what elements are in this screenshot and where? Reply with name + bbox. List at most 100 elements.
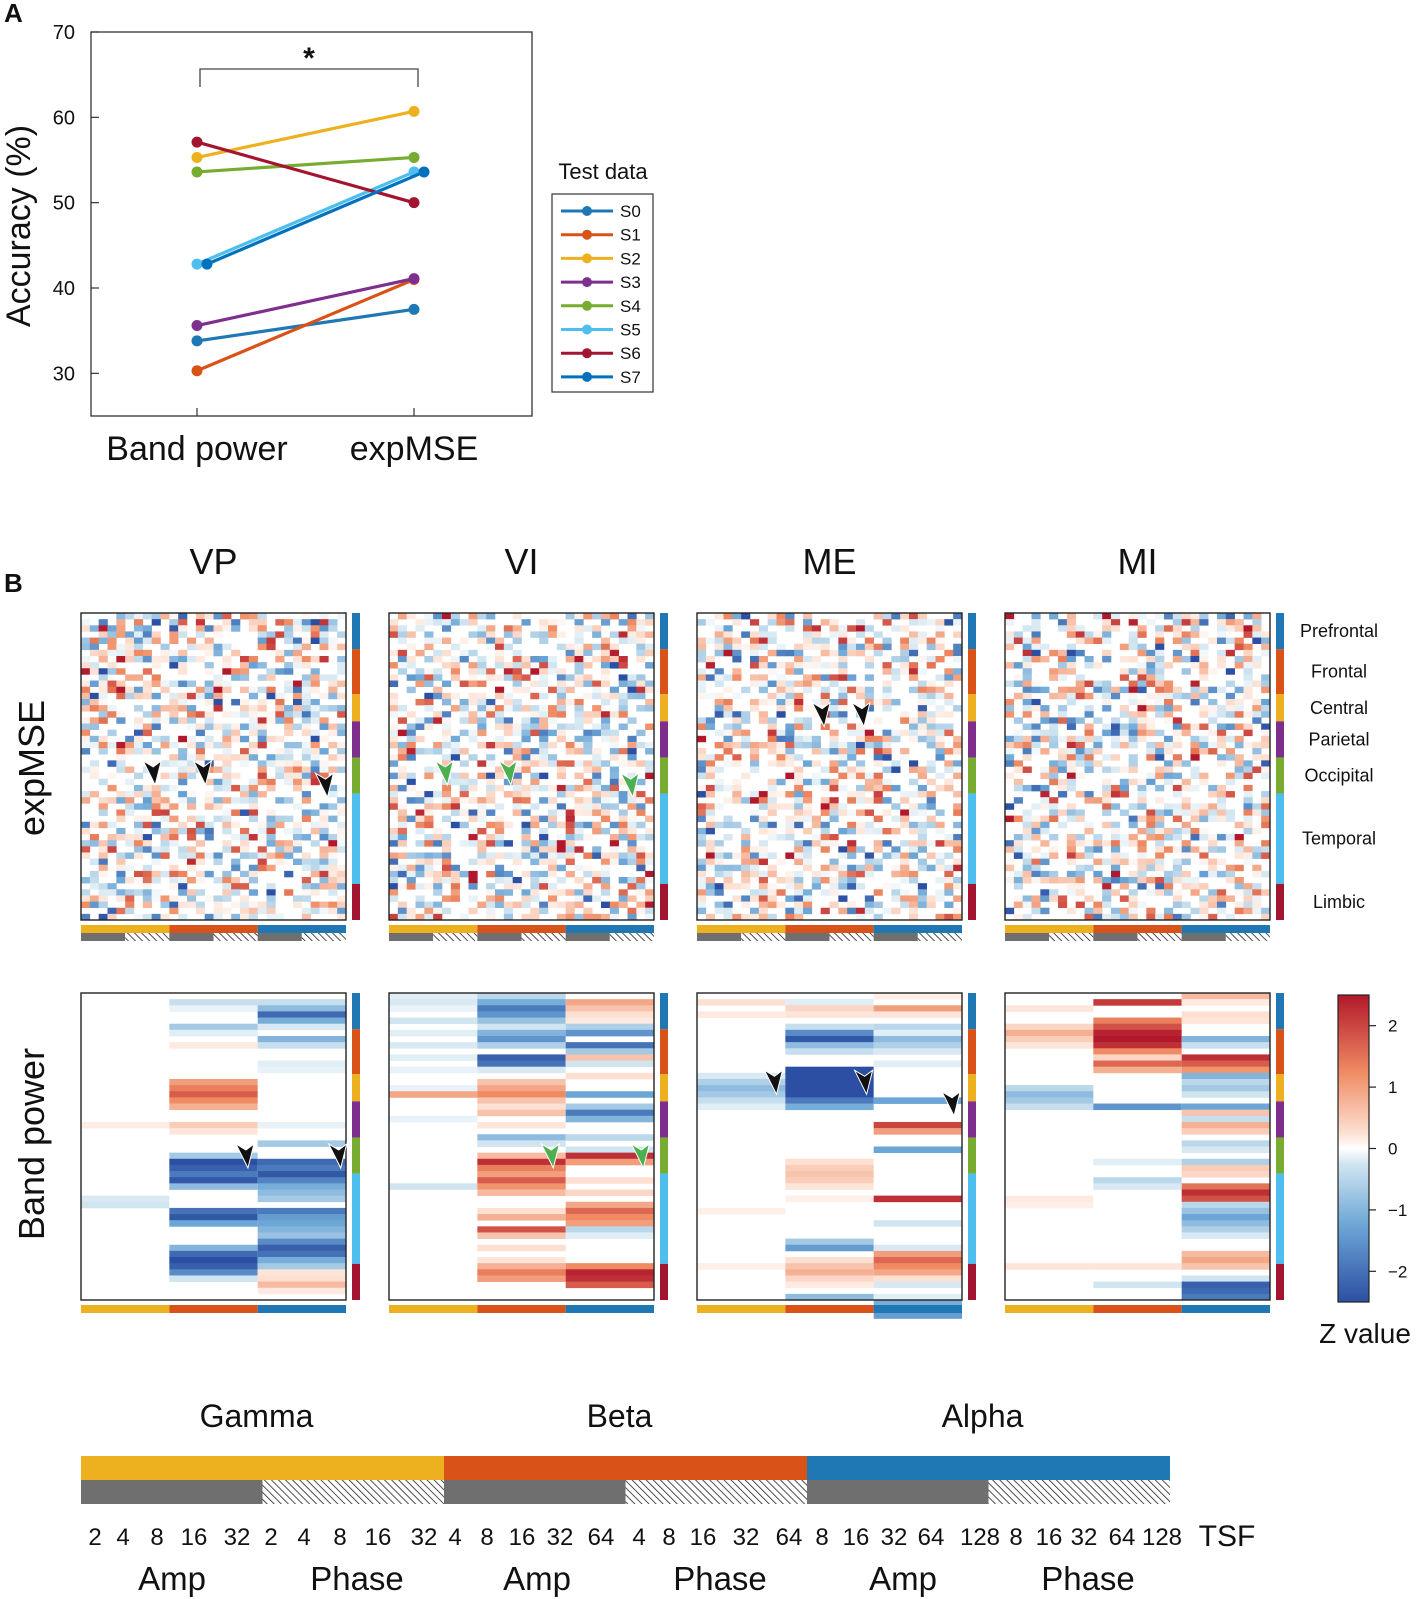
band-name-beta: Beta — [587, 1398, 653, 1434]
heatmap-cell — [548, 864, 558, 872]
heatmap-cell — [1058, 748, 1068, 755]
series-line-s6 — [196, 140, 415, 205]
data-point-s3-0 — [191, 320, 203, 332]
legend-label-s1: S1 — [620, 226, 641, 245]
heatmap-cell — [337, 631, 347, 638]
heatmap-cell — [530, 729, 540, 737]
heatmap-cell — [1164, 625, 1174, 632]
heatmap-cell — [169, 613, 179, 620]
heatmap-cell — [856, 784, 866, 792]
data-point-s7-1 — [418, 166, 430, 178]
heatmap-band-stripe — [697, 1263, 786, 1270]
heatmap-cell — [310, 821, 320, 829]
heatmap-cell — [415, 735, 425, 743]
heatmap-cell — [750, 674, 760, 681]
heatmap-cell — [1172, 772, 1182, 780]
heatmap-band-stripe — [785, 1281, 874, 1289]
heatmap-cell — [142, 815, 152, 823]
heatmap-band-stripe — [565, 1134, 654, 1141]
heatmap-cell — [1190, 735, 1200, 743]
band-strip-beta — [477, 925, 566, 933]
heatmap-cell — [1111, 877, 1121, 884]
heatmap-cell — [645, 631, 655, 638]
heatmap-cell — [891, 766, 901, 773]
heatmap-cell — [142, 680, 152, 687]
heatmap-cell — [1093, 686, 1103, 694]
heatmap-cell — [213, 692, 223, 700]
band-strip-beta — [785, 925, 874, 933]
heatmap-cell — [107, 705, 117, 712]
heatmap-cell — [583, 907, 593, 915]
heatmap-cell — [231, 674, 241, 681]
heatmap-cell — [636, 637, 646, 644]
heatmap-cell — [1040, 895, 1050, 902]
heatmap-cell — [178, 827, 188, 835]
heatmap-cell — [539, 662, 549, 669]
heatmap-cell — [415, 797, 425, 804]
heatmap-cell — [415, 748, 425, 755]
heatmap-cell — [319, 637, 329, 644]
heatmap-cell — [222, 889, 232, 896]
heatmap-band-stripe — [257, 1121, 346, 1129]
heatmap-cell — [714, 901, 724, 909]
heatmap-cell — [1225, 613, 1235, 620]
heatmap-cell — [829, 674, 839, 681]
heatmap-cell — [891, 613, 901, 620]
heatmap-cell — [81, 827, 91, 835]
heatmap-band-stripe — [697, 1091, 786, 1098]
heatmap-cell — [433, 877, 443, 884]
heatmap-cell — [415, 852, 425, 859]
heatmap-cell — [592, 870, 602, 878]
heatmap-cell — [1058, 766, 1068, 773]
heatmap-cell — [785, 870, 795, 878]
heatmap-cell — [328, 754, 338, 761]
heatmap-cell — [477, 852, 487, 859]
heatmap-cell — [1172, 877, 1182, 884]
heatmap-cell — [1252, 883, 1262, 890]
heatmap-cell — [820, 619, 830, 626]
heatmap-cell — [495, 643, 505, 651]
heatmap-cell — [926, 723, 936, 730]
heatmap-cell — [284, 668, 294, 675]
region-strip-parietal — [1276, 1101, 1284, 1138]
heatmap-cell — [1252, 748, 1262, 755]
heatmap-cell — [337, 883, 347, 890]
heatmap-cell — [539, 772, 549, 780]
heatmap-cell — [512, 625, 522, 632]
heatmap-cell — [1199, 846, 1209, 853]
heatmap-cell — [337, 840, 347, 847]
amp-strip — [1181, 933, 1226, 941]
heatmap-cell — [222, 815, 232, 823]
heatmap-band-stripe — [169, 1269, 258, 1276]
heatmap-cell — [1137, 827, 1147, 835]
heatmap-cell — [794, 877, 804, 884]
heatmap-cell — [1005, 643, 1015, 651]
heatmap-band-stripe — [257, 1263, 346, 1270]
heatmap-cell — [1128, 907, 1138, 915]
heatmap-cell — [1199, 815, 1209, 823]
heatmap-cell — [1217, 723, 1227, 730]
heatmap-cell — [178, 668, 188, 675]
heatmap-cell — [1119, 913, 1129, 921]
heatmap-cell — [583, 784, 593, 792]
heatmap-cell — [284, 748, 294, 755]
heatmap-cell — [627, 717, 637, 724]
heatmap-cell — [1190, 846, 1200, 853]
region-strip-parietal — [968, 1101, 976, 1138]
heatmap-cell — [953, 631, 963, 638]
heatmap-cell — [1181, 668, 1191, 675]
heatmap-cell — [1031, 784, 1041, 792]
heatmap-cell — [187, 791, 197, 798]
heatmap-cell — [1172, 895, 1182, 902]
heatmap-cell — [415, 809, 425, 816]
heatmap-cell — [1155, 809, 1165, 816]
heatmap-band-stripe — [257, 1060, 346, 1068]
legend-marker-s1 — [582, 229, 592, 240]
heatmap-cell — [1155, 754, 1165, 761]
heatmap-cell — [1146, 877, 1156, 884]
heatmap-cell — [1049, 778, 1059, 786]
heatmap-cell — [98, 846, 108, 853]
heatmap-cell — [1066, 907, 1076, 915]
heatmap-cell — [794, 784, 804, 792]
